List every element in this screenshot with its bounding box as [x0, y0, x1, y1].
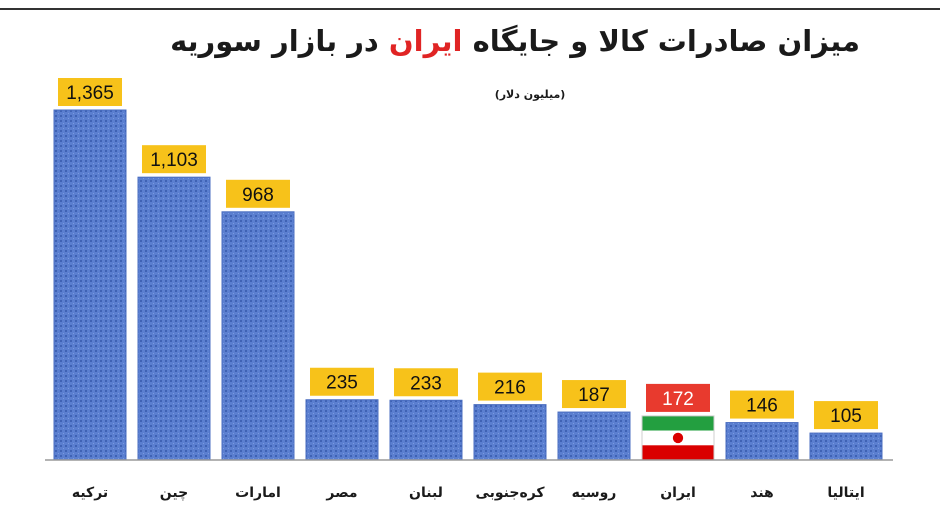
x-tick-label: کره‌جنوبی: [475, 485, 545, 501]
data-label: 1,365: [66, 83, 114, 104]
flag-emblem-icon: [672, 432, 684, 444]
data-label: 235: [326, 373, 358, 394]
flag-red-stripe: [642, 445, 714, 460]
data-label: 216: [494, 378, 526, 399]
data-label-box: [478, 372, 542, 401]
bar: [53, 109, 127, 461]
x-tick-label: لبنان: [409, 485, 443, 501]
data-label-box: [226, 179, 290, 208]
title-part-1: میزان صادرات کالا و جایگاه: [462, 24, 860, 58]
flag-green-stripe: [642, 415, 714, 431]
title-part-2: ایران: [388, 24, 463, 58]
data-label-box: [562, 380, 626, 409]
data-label: 172: [662, 389, 694, 410]
bar: [809, 432, 883, 461]
x-tick-label: هند: [750, 485, 774, 501]
data-label-box: [646, 383, 710, 412]
chart-subtitle-unit: (میلیون دلار): [494, 88, 566, 101]
bars-group: [53, 109, 883, 461]
bar: [389, 399, 463, 461]
x-tick-label: ایتالیا: [827, 485, 864, 501]
bar: [557, 411, 631, 461]
x-tick-label: ترکیه: [72, 485, 108, 501]
x-tick-label: امارات: [235, 485, 281, 501]
data-label: 233: [410, 373, 442, 394]
x-tick-label: ایران: [660, 485, 696, 501]
data-label: 968: [242, 185, 274, 206]
data-label-box: [814, 401, 878, 430]
chart-title: میزان صادرات کالا و جایگاه ایران در بازا…: [170, 24, 860, 58]
data-label: 1,103: [150, 150, 198, 171]
bar: [725, 422, 799, 461]
bar: [473, 404, 547, 461]
bar: [305, 399, 379, 461]
data-label-box: [310, 367, 374, 396]
bar: [221, 211, 295, 461]
data-label-box: [58, 78, 122, 106]
data-label-box: [142, 145, 206, 174]
data-label-box: [394, 368, 458, 397]
data-label: 187: [578, 385, 610, 406]
top-border-line: [0, 8, 940, 10]
data-label: 146: [746, 396, 778, 417]
title-part-3: در بازار سوریه: [170, 24, 389, 58]
labels-group: 1,365 ترکیه 1,103 چین 968 امارات 235 مصر 233 لبنا…: [58, 78, 878, 501]
x-tick-label: چین: [160, 485, 188, 501]
x-tick-label: روسیه: [572, 485, 617, 501]
x-tick-label: مصر: [325, 485, 357, 501]
data-label: 105: [830, 406, 862, 427]
bar: [137, 176, 211, 461]
data-label-box: [730, 390, 794, 419]
